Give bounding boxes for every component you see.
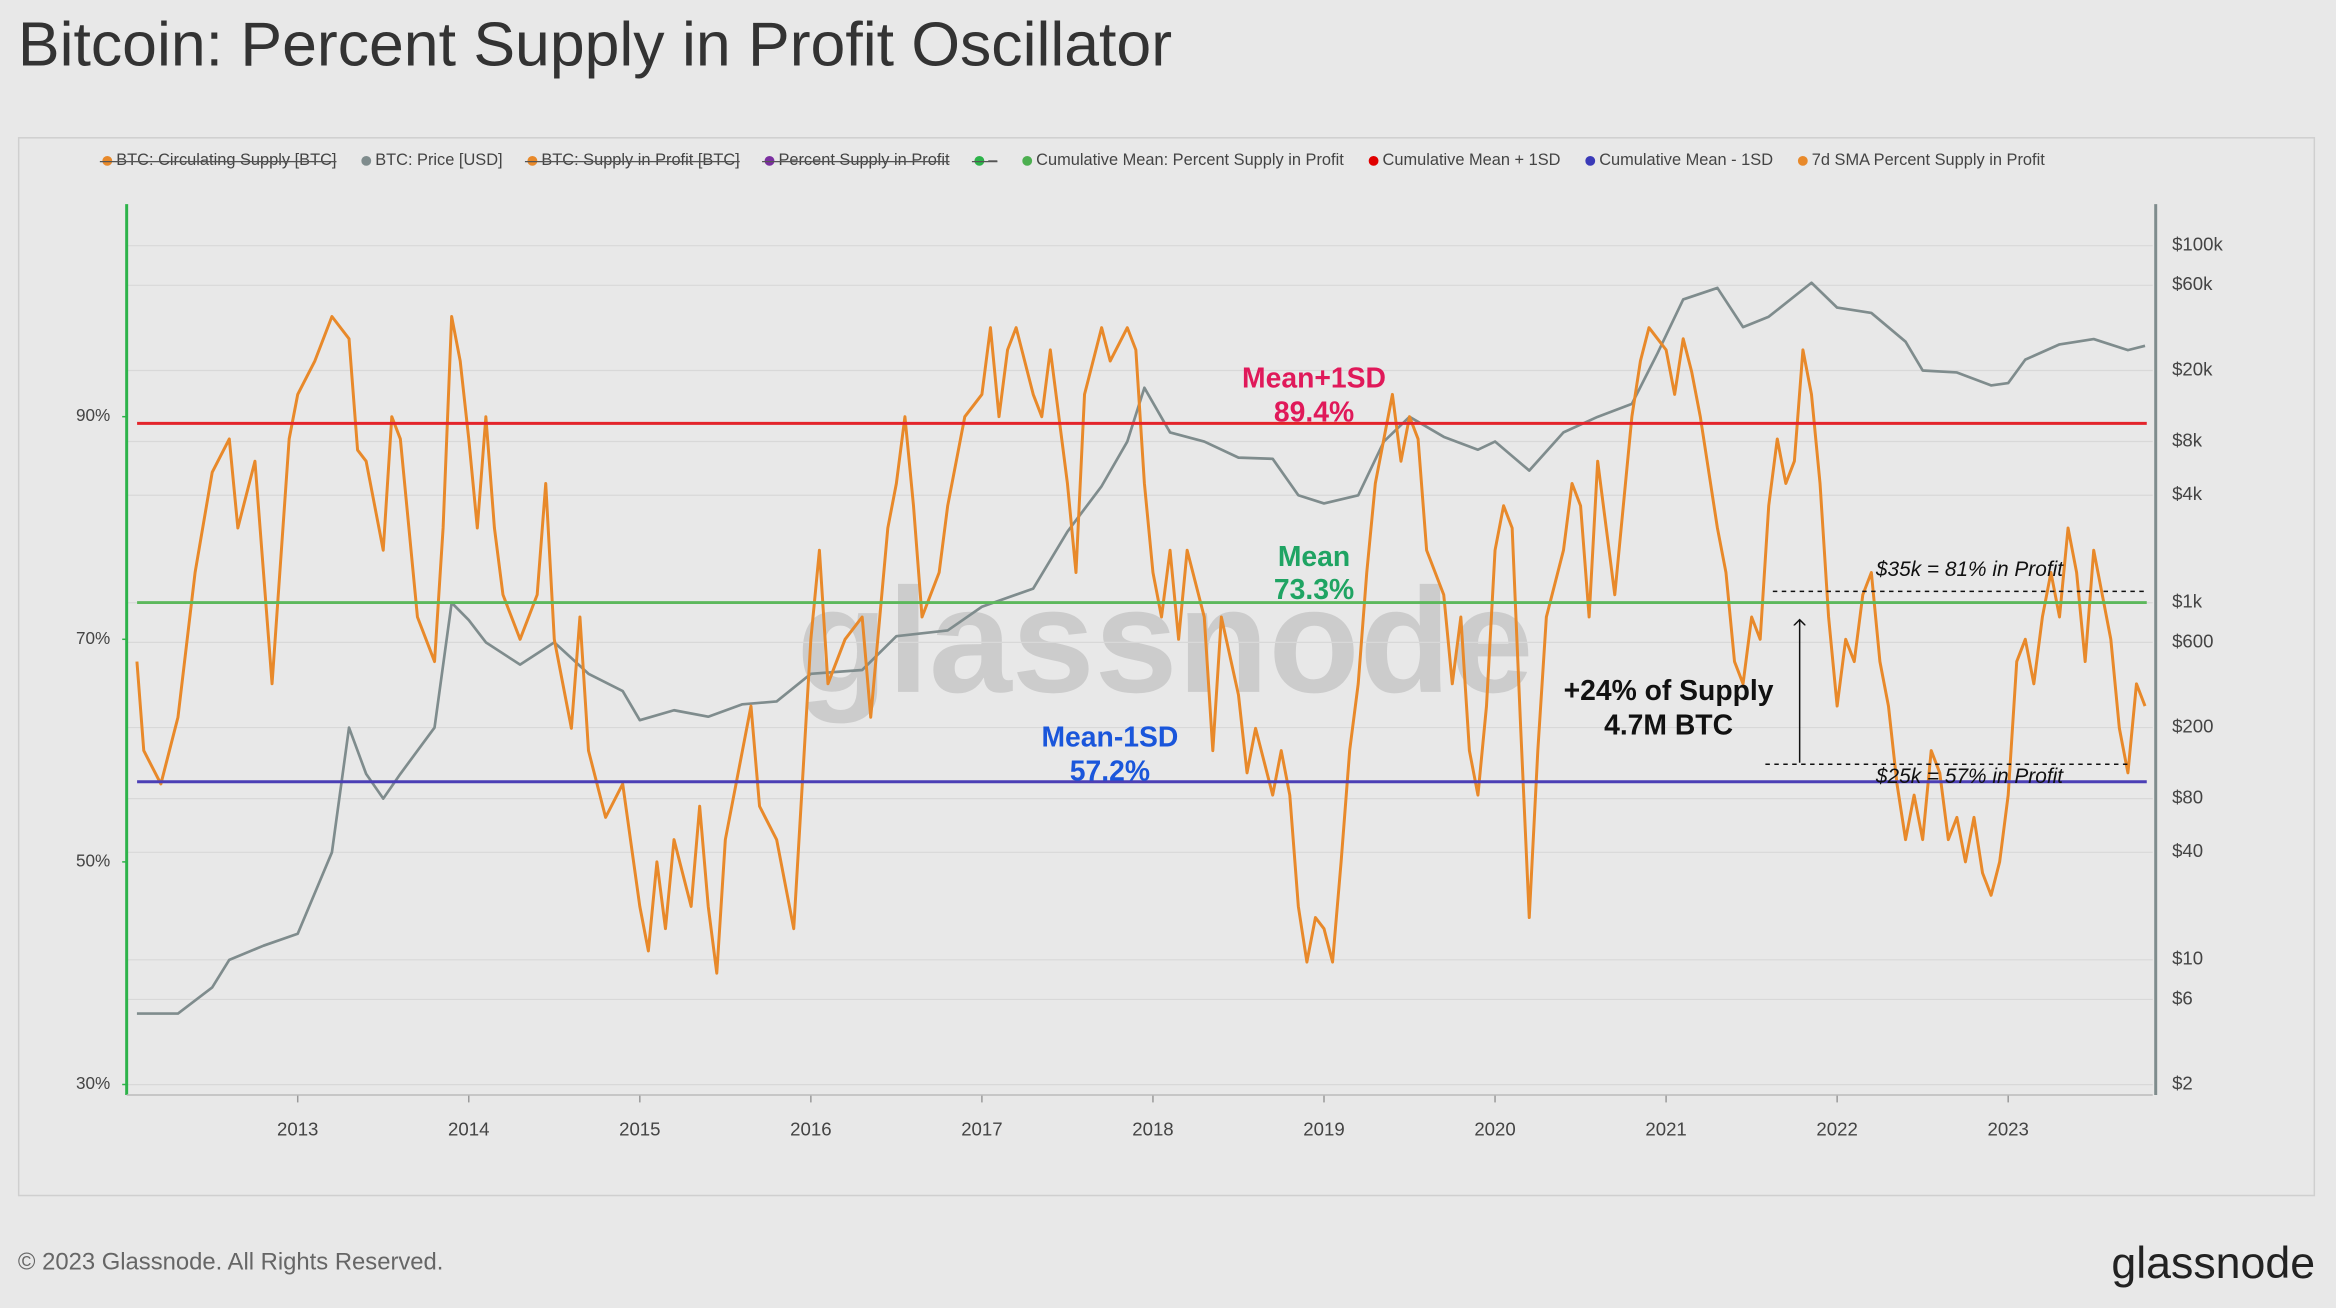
legend-marker bbox=[1585, 155, 1596, 166]
x-tick-label: 2022 bbox=[1816, 1119, 1857, 1140]
y2-tick-label: $6 bbox=[2172, 987, 2193, 1008]
reference-value-label: 89.4% bbox=[1274, 396, 1354, 428]
series-line bbox=[136, 281, 2146, 1015]
y2-tick-label: $1k bbox=[2172, 591, 2203, 612]
y2-tick-label: $40 bbox=[2172, 840, 2203, 861]
y2-tick-label: $600 bbox=[2172, 630, 2213, 651]
copyright: © 2023 Glassnode. All Rights Reserved. bbox=[18, 1249, 444, 1276]
y-tick-label: 50% bbox=[76, 850, 110, 870]
annotation: +24% of Supply bbox=[1564, 674, 1774, 706]
series-line bbox=[135, 315, 2147, 975]
legend-label: – bbox=[988, 151, 998, 169]
y2-tick-label: $80 bbox=[2172, 787, 2203, 808]
logo: glassnode bbox=[2111, 1239, 2315, 1288]
y2-tick-label: $4k bbox=[2172, 483, 2203, 504]
chart-panel bbox=[17, 137, 2316, 1197]
legend-marker bbox=[974, 155, 985, 166]
legend-label: Cumulative Mean + 1SD bbox=[1383, 151, 1561, 169]
y2-tick-label: $10 bbox=[2172, 948, 2203, 969]
legend-marker bbox=[527, 155, 538, 166]
legend-marker bbox=[1797, 155, 1808, 166]
legend-label: BTC: Price [USD] bbox=[375, 151, 502, 169]
reference-value-label: 73.3% bbox=[1274, 573, 1354, 605]
x-tick-label: 2018 bbox=[1132, 1119, 1173, 1140]
annotation: $25k = 57% in Profit bbox=[1875, 765, 2064, 788]
y2-tick-label: $60k bbox=[2172, 273, 2213, 294]
x-tick-label: 2020 bbox=[1474, 1119, 1515, 1140]
legend-marker bbox=[1368, 155, 1379, 166]
annotation: $35k = 81% in Profit bbox=[1875, 558, 2064, 581]
x-tick-label: 2023 bbox=[1987, 1119, 2028, 1140]
x-tick-label: 2013 bbox=[277, 1119, 318, 1140]
legend-marker bbox=[102, 155, 113, 166]
legend-label: 7d SMA Percent Supply in Profit bbox=[1812, 151, 2045, 169]
x-tick-label: 2017 bbox=[961, 1119, 1002, 1140]
y2-tick-label: $8k bbox=[2172, 429, 2203, 450]
annotation: 4.7M BTC bbox=[1604, 708, 1733, 740]
legend-marker bbox=[1022, 155, 1033, 166]
reference-label: Mean bbox=[1278, 540, 1350, 572]
legend-label: Cumulative Mean: Percent Supply in Profi… bbox=[1036, 151, 1344, 169]
reference-label: Mean-1SD bbox=[1041, 720, 1178, 752]
x-tick-label: 2019 bbox=[1303, 1119, 1344, 1140]
y2-tick-label: $2 bbox=[2172, 1073, 2193, 1094]
y2-tick-label: $200 bbox=[2172, 715, 2213, 736]
legend-label: BTC: Circulating Supply [BTC] bbox=[116, 151, 336, 169]
chart-title: Bitcoin: Percent Supply in Profit Oscill… bbox=[18, 10, 1172, 80]
legend-label: Percent Supply in Profit bbox=[778, 151, 950, 169]
x-tick-label: 2014 bbox=[448, 1119, 489, 1140]
y2-tick-label: $20k bbox=[2172, 358, 2213, 379]
x-tick-label: 2021 bbox=[1645, 1119, 1686, 1140]
legend-label: Cumulative Mean - 1SD bbox=[1599, 151, 1773, 169]
legend-marker bbox=[764, 155, 775, 166]
legend-label: BTC: Supply in Profit [BTC] bbox=[541, 151, 739, 169]
reference-value-label: 57.2% bbox=[1070, 755, 1150, 787]
reference-label: Mean+1SD bbox=[1242, 361, 1386, 393]
x-tick-label: 2015 bbox=[619, 1119, 660, 1140]
legend-marker bbox=[361, 155, 372, 166]
y-tick-label: 90% bbox=[76, 405, 110, 425]
y2-tick-label: $100k bbox=[2172, 234, 2223, 255]
x-tick-label: 2016 bbox=[790, 1119, 831, 1140]
y-tick-label: 70% bbox=[76, 628, 110, 648]
y-tick-label: 30% bbox=[76, 1073, 110, 1093]
